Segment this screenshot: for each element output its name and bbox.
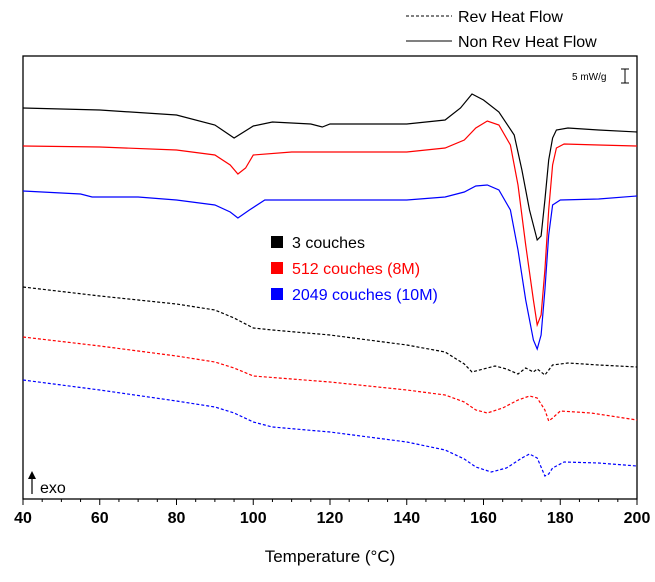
exo-indicator: exo bbox=[28, 471, 66, 497]
x-tick-label: 140 bbox=[393, 510, 420, 527]
legend-label-3-couches: 3 couches bbox=[292, 235, 365, 252]
series-line-2049-couches-10m--dashed bbox=[22, 379, 638, 477]
x-tick-label: 120 bbox=[317, 510, 344, 527]
legend-rev-heat-flow: Rev Heat Flow bbox=[458, 9, 563, 26]
x-axis-title: Temperature (°C) bbox=[265, 547, 396, 566]
series-line-512-couches-8m--dashed bbox=[22, 336, 638, 422]
x-tick-label: 200 bbox=[624, 510, 651, 527]
series-line-2049-couches-10m--solid bbox=[22, 184, 638, 351]
legend-swatch-512-couches bbox=[271, 262, 283, 274]
legend-non-rev-heat-flow: Non Rev Heat Flow bbox=[458, 34, 597, 51]
scale-bar-label: 5 mW/g bbox=[572, 72, 606, 83]
exo-label: exo bbox=[40, 480, 66, 497]
series-line-3-couches-solid bbox=[22, 93, 638, 242]
legend-swatch-2049-couches bbox=[271, 288, 283, 300]
scale-bar: 5 mW/g bbox=[572, 68, 629, 84]
sample-legend: 3 couches 512 couches (8M) 2049 couches … bbox=[271, 235, 438, 304]
legend-label-512-couches: 512 couches (8M) bbox=[292, 261, 420, 278]
legend-swatch-3-couches bbox=[271, 236, 283, 248]
x-tick-label: 100 bbox=[240, 510, 267, 527]
x-tick-label: 60 bbox=[91, 510, 109, 527]
x-tick-label: 80 bbox=[168, 510, 186, 527]
exo-arrow-head bbox=[28, 471, 36, 479]
series-line-512-couches-8m--solid bbox=[22, 120, 638, 328]
series-layer bbox=[22, 93, 638, 477]
x-tick-label: 160 bbox=[470, 510, 497, 527]
x-tick-label: 180 bbox=[547, 510, 574, 527]
x-tick-label: 40 bbox=[14, 510, 32, 527]
line-style-legend: Rev Heat Flow Non Rev Heat Flow bbox=[406, 9, 597, 51]
x-axis: 40 60 80 100 120 140 160 180 200 bbox=[14, 499, 650, 527]
legend-label-2049-couches: 2049 couches (10M) bbox=[292, 287, 438, 304]
